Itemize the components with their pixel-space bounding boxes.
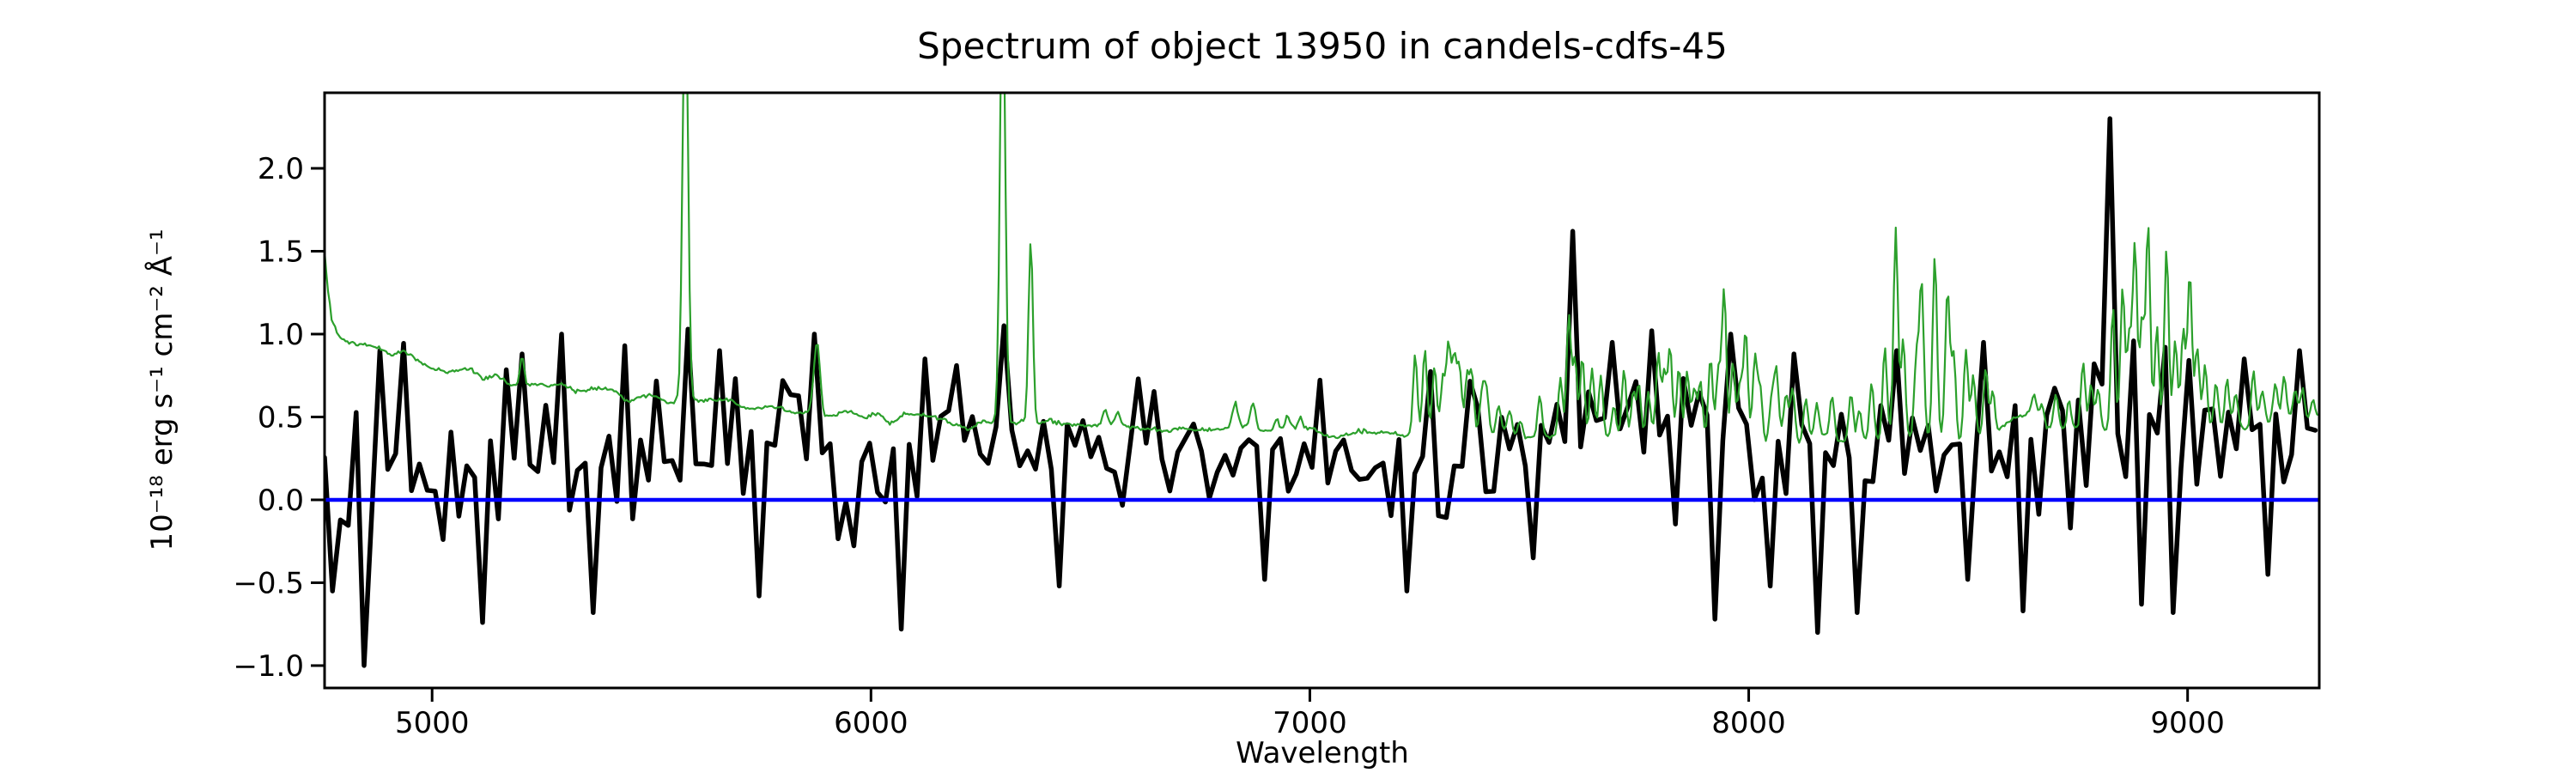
noise-spectrum-line — [325, 93, 2319, 444]
x-tick-label: 9000 — [2150, 706, 2225, 740]
plot-axes: 5000 6000 7000 8000 9000 −1.0 −0.5 0.0 0.5 1.0 1.5… — [233, 91, 2321, 740]
x-tick-label: 7000 — [1273, 706, 1347, 740]
y-axis-label: 10⁻¹⁸ erg s⁻¹ cm⁻² Å⁻¹ — [144, 228, 179, 551]
axes-border — [323, 91, 2321, 690]
x-tick-label: 5000 — [395, 706, 470, 740]
x-axis-label: Wavelength — [1236, 736, 1409, 770]
chart-title: Spectrum of object 13950 in candels-cdfs… — [917, 25, 1728, 67]
y-tick-label: −0.5 — [233, 566, 304, 600]
x-tick-label: 6000 — [834, 706, 908, 740]
plot-series — [325, 93, 2319, 668]
y-tick-label: 1.0 — [258, 318, 304, 352]
y-tick-label: 1.5 — [258, 234, 304, 269]
x-tick-label: 8000 — [1711, 706, 1786, 740]
y-tick-label: 2.0 — [258, 152, 304, 186]
y-tick-label: −1.0 — [233, 649, 304, 684]
flux-spectrum-line — [325, 116, 2318, 668]
y-tick-label: 0.5 — [258, 400, 304, 435]
y-tick-label: 0.0 — [258, 484, 304, 518]
